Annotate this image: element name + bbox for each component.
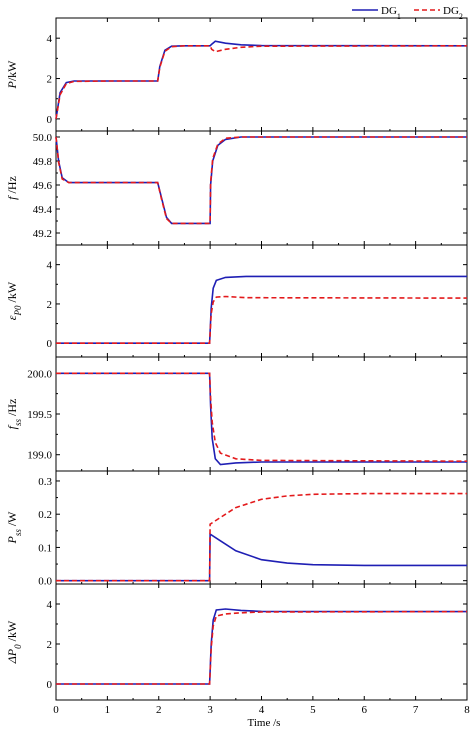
y-axis-label: fss /Hz xyxy=(5,399,23,430)
series-line-dg1 xyxy=(55,136,467,225)
legend: DG1 DG2 xyxy=(352,5,463,21)
x-tick-label: 7 xyxy=(413,704,419,716)
x-tick-label: 6 xyxy=(362,704,368,716)
y-axis-label: f /Hz xyxy=(5,176,19,200)
y-tick-label: 49.4 xyxy=(33,204,53,216)
y-tick-label: 0.0 xyxy=(38,576,52,588)
x-tick-label: 3 xyxy=(207,704,213,716)
y-tick-label: 199.5 xyxy=(27,409,52,421)
legend-label-0: DG1 xyxy=(381,5,401,21)
panel-frame xyxy=(55,356,468,472)
x-tick-label: 5 xyxy=(310,704,316,716)
series-line-dg1 xyxy=(56,532,467,582)
y-tick-label: 0.2 xyxy=(38,509,52,521)
series-line-dg2 xyxy=(56,610,468,685)
y-label-symbol: f xyxy=(5,195,19,200)
y-axis-label: ΔP0 /kW xyxy=(5,620,23,664)
y-tick-label: 49.6 xyxy=(33,180,53,192)
y-label-symbol: ΔP xyxy=(5,648,19,664)
y-axis-label: εP0 /kW xyxy=(5,281,23,320)
panel-frame xyxy=(55,17,468,132)
x-axis-label: Time /s xyxy=(248,717,281,729)
y-axis-label: P/kW xyxy=(5,60,19,90)
panel-P: 0 2 4 P/kW xyxy=(5,17,468,132)
y-tick-label: 2 xyxy=(47,639,53,651)
legend-label-1: DG2 xyxy=(443,5,463,21)
panel-Pss: 0.0 0.1 0.2 0.3 Pss /W xyxy=(5,470,468,588)
x-tick-label: 8 xyxy=(464,704,470,716)
series-line-dg2 xyxy=(55,136,467,225)
panel-frame xyxy=(55,583,468,701)
y-tick-label: 4 xyxy=(47,33,53,45)
y-label-subscript: ss xyxy=(13,529,23,537)
x-tick-label: 4 xyxy=(259,704,265,716)
series-line-dg2 xyxy=(55,45,468,120)
y-tick-label: 0 xyxy=(47,679,53,691)
y-tick-label: 49.8 xyxy=(33,156,53,168)
y-label-unit: /Hz xyxy=(5,176,19,196)
x-axis: Time /s xyxy=(248,717,281,729)
y-label-symbol: P xyxy=(5,81,19,90)
y-tick-label: 50.0 xyxy=(33,132,53,144)
x-tick-label: 1 xyxy=(105,704,111,716)
y-label-unit: /Hz xyxy=(5,399,19,419)
panel-fss: 199.0 199.5 200.0 fss /Hz xyxy=(5,356,468,472)
y-tick-label: 2 xyxy=(47,299,53,311)
y-label-symbol: P xyxy=(5,536,19,545)
y-label-subscript: P0 xyxy=(13,305,23,316)
y-tick-label: 0.1 xyxy=(38,542,52,554)
y-tick-label: 4 xyxy=(47,260,53,272)
series-line-dg2 xyxy=(56,295,468,344)
y-label-unit: /kW xyxy=(5,620,19,644)
x-tick-label: 0 xyxy=(53,704,59,716)
y-tick-label: 2 xyxy=(47,74,53,86)
y-label-subscript: ss xyxy=(13,418,23,426)
y-tick-label: 4 xyxy=(47,599,53,611)
series-line-dg1 xyxy=(56,608,468,685)
series-line-dg1 xyxy=(55,40,468,120)
y-label-unit: /kW xyxy=(5,60,19,81)
panel-eP0: 0 2 4 εP0 /kW xyxy=(5,244,468,358)
y-label-unit: /W xyxy=(5,511,19,529)
panel-frame xyxy=(55,244,468,358)
y-tick-label: 199.0 xyxy=(27,450,52,462)
series-line-dg1 xyxy=(56,372,467,466)
panel-frame xyxy=(55,470,468,585)
y-label-symbol: ε xyxy=(5,315,19,320)
x-tick-label: 2 xyxy=(156,704,162,716)
y-label-unit: /kW xyxy=(5,281,19,305)
y-axis-label: Pss /W xyxy=(5,511,23,545)
y-label-subscript: 0 xyxy=(13,644,23,649)
series-line-dg2 xyxy=(56,372,468,462)
panel-frame xyxy=(55,130,468,246)
y-tick-label: 0 xyxy=(47,338,53,350)
series-line-dg1 xyxy=(56,275,467,344)
series-line-dg2 xyxy=(56,492,467,582)
y-tick-label: 200.0 xyxy=(27,368,52,380)
y-tick-label: 0 xyxy=(47,114,53,126)
panel-f: 49.2 49.4 49.6 49.8 50.0 f /Hz xyxy=(5,130,468,246)
y-tick-label: 0.3 xyxy=(38,476,52,488)
y-label-symbol: f xyxy=(5,424,19,429)
y-tick-label: 49.2 xyxy=(33,228,52,240)
